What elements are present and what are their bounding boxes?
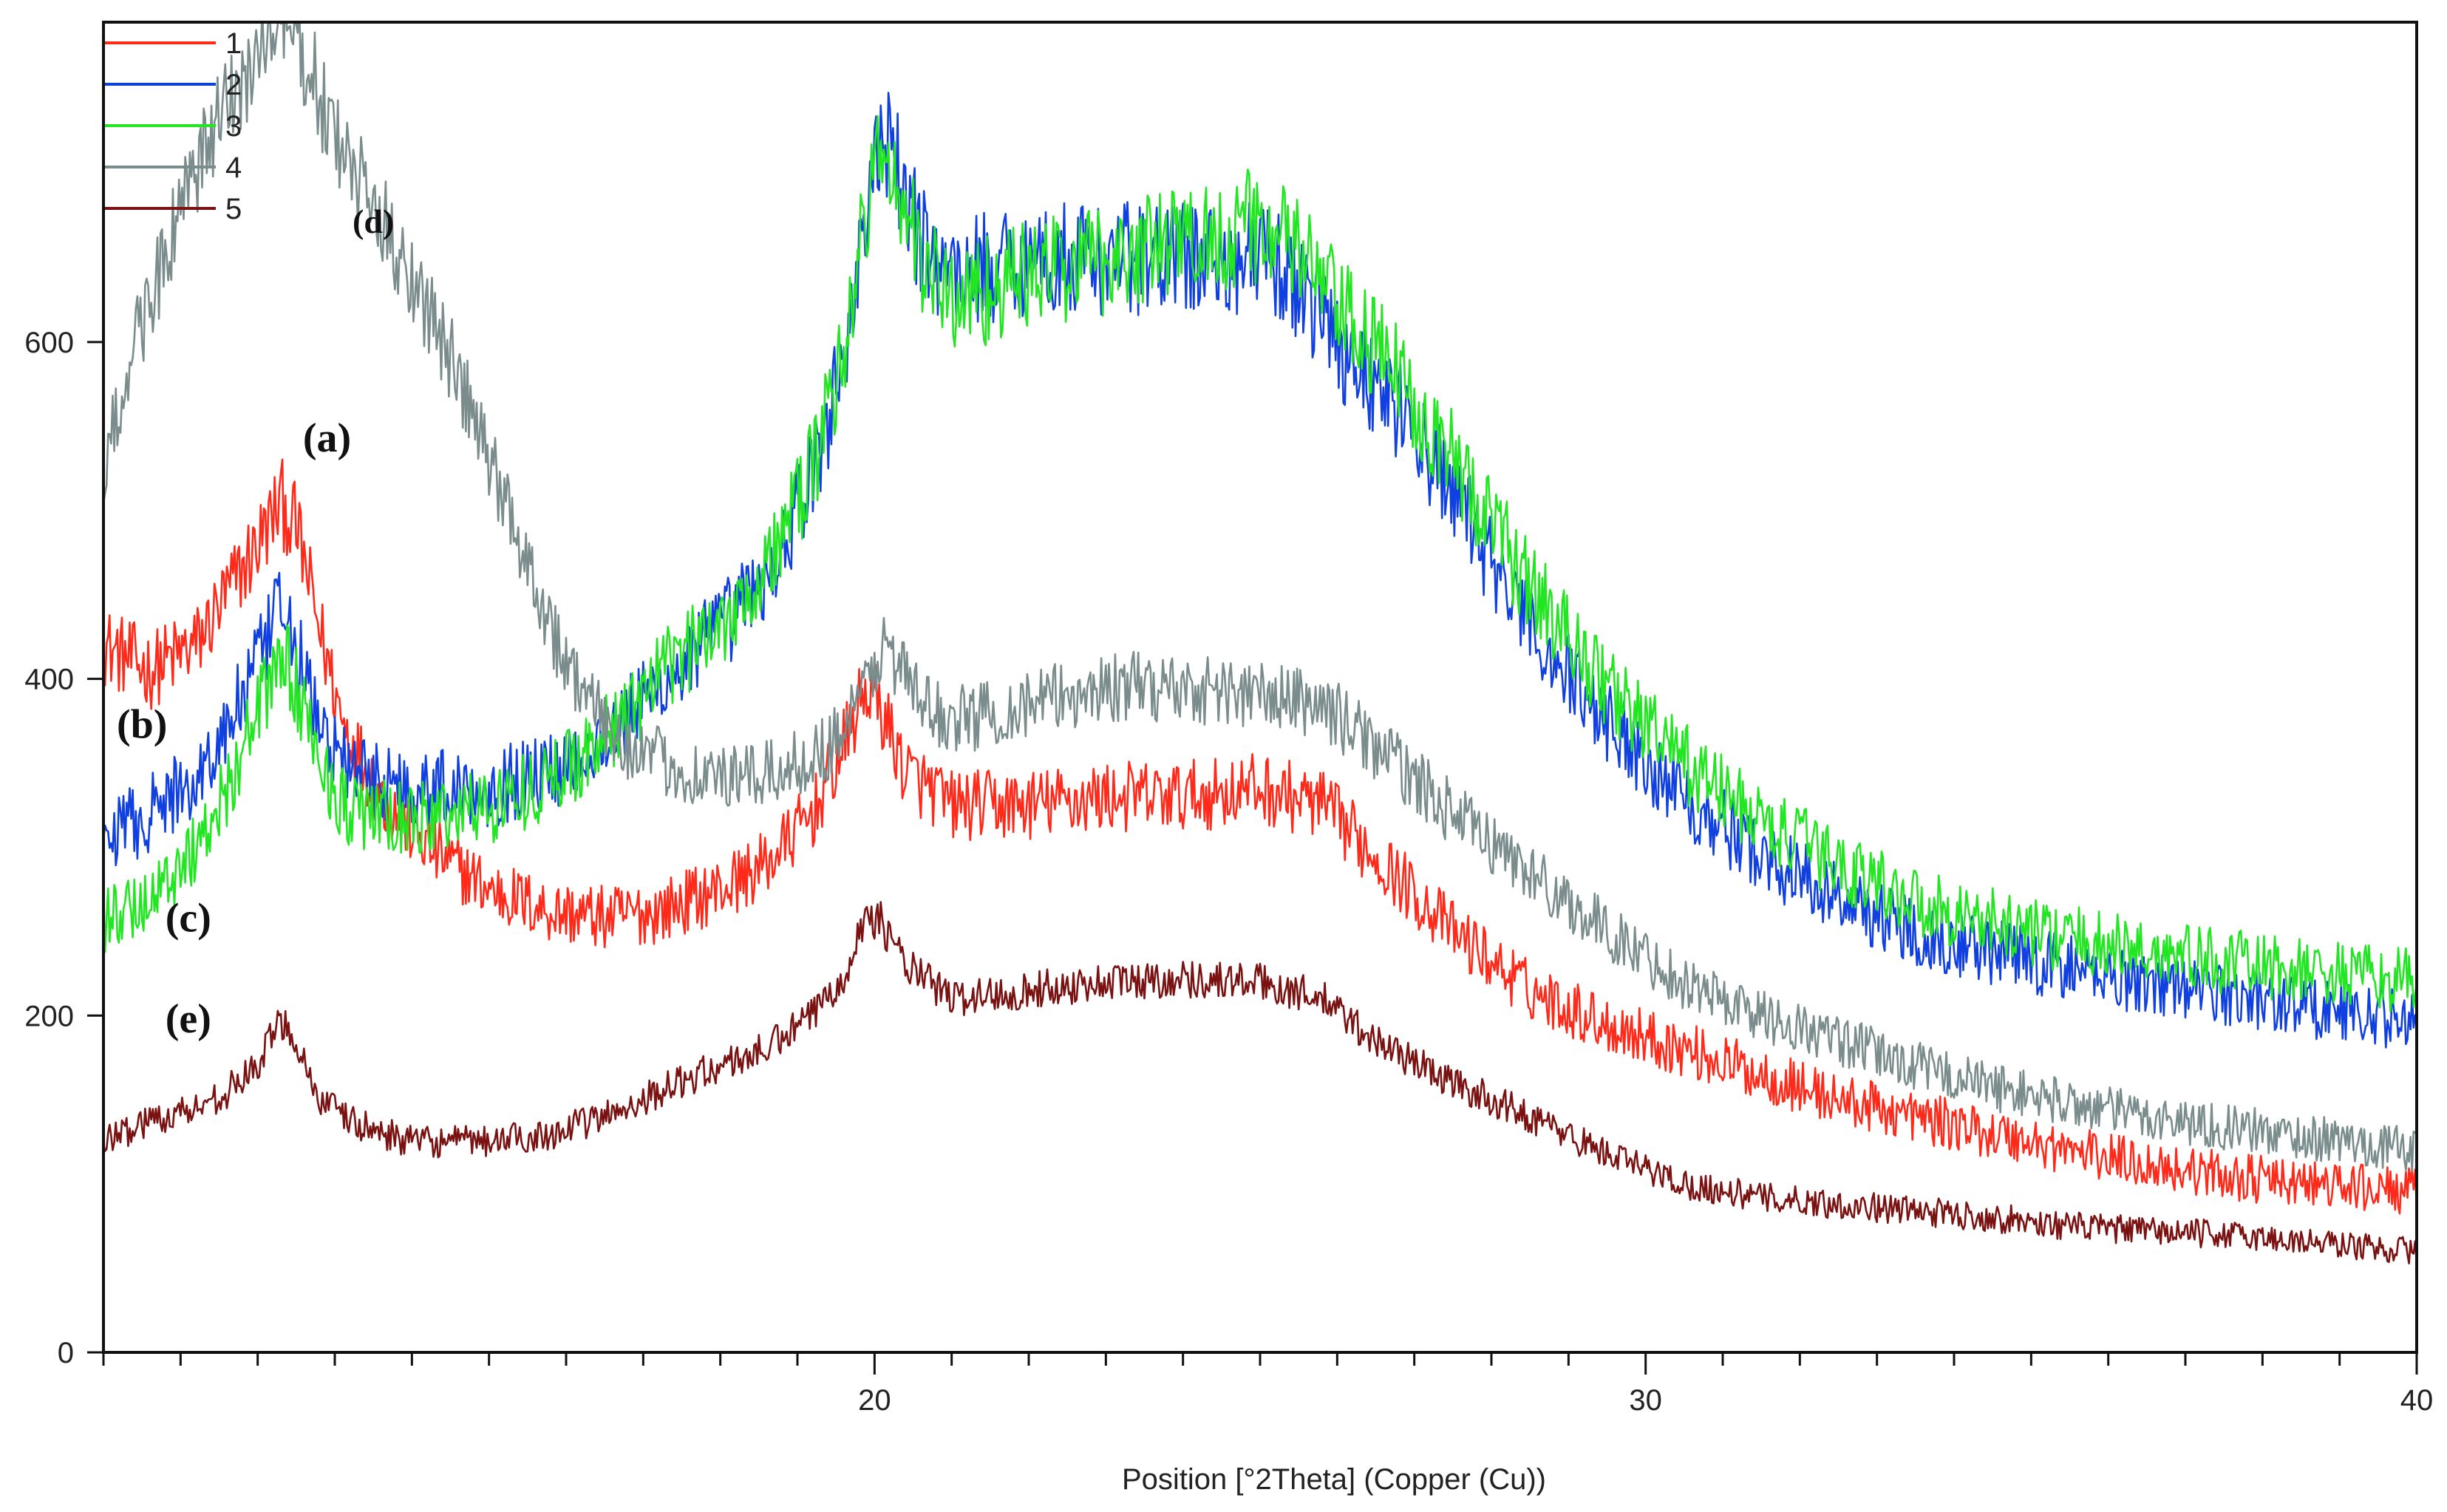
x-tick-label: 40 [2400,1384,2434,1417]
legend-label-1: 1 [225,27,242,60]
series-line-4 [103,22,2417,1173]
y-tick-label: 400 [24,664,74,696]
legend-label-3: 3 [225,110,242,143]
annotation-label: (c) [166,895,211,941]
legend: 1 2 3 4 5 [105,27,242,225]
legend-label-5: 5 [225,193,242,225]
x-axis-title: Position [°2Theta] (Copper (Cu)) [1122,1463,1546,1496]
x-tick-label: 30 [1629,1384,1662,1417]
y-tick-label: 600 [24,327,74,359]
y-tick-label: 200 [24,1000,74,1032]
annotation-label: (d) [353,202,394,240]
annotation-label: (e) [166,996,211,1042]
annotation-label: (b) [117,701,167,747]
series-line-3 [103,115,2417,1012]
legend-label-2: 2 [225,69,242,101]
x-tick-label: 20 [858,1384,891,1417]
legend-label-4: 4 [225,151,242,184]
series-line-2 [103,92,2417,1049]
series-line-1 [103,458,2417,1215]
series-line-5 [103,901,2417,1264]
series-layer [103,22,2417,1264]
annotation-layer: (a) (b) (c) (d) (e) [117,202,394,1042]
y-tick-label: 0 [58,1337,74,1369]
annotation-label: (a) [303,415,351,461]
